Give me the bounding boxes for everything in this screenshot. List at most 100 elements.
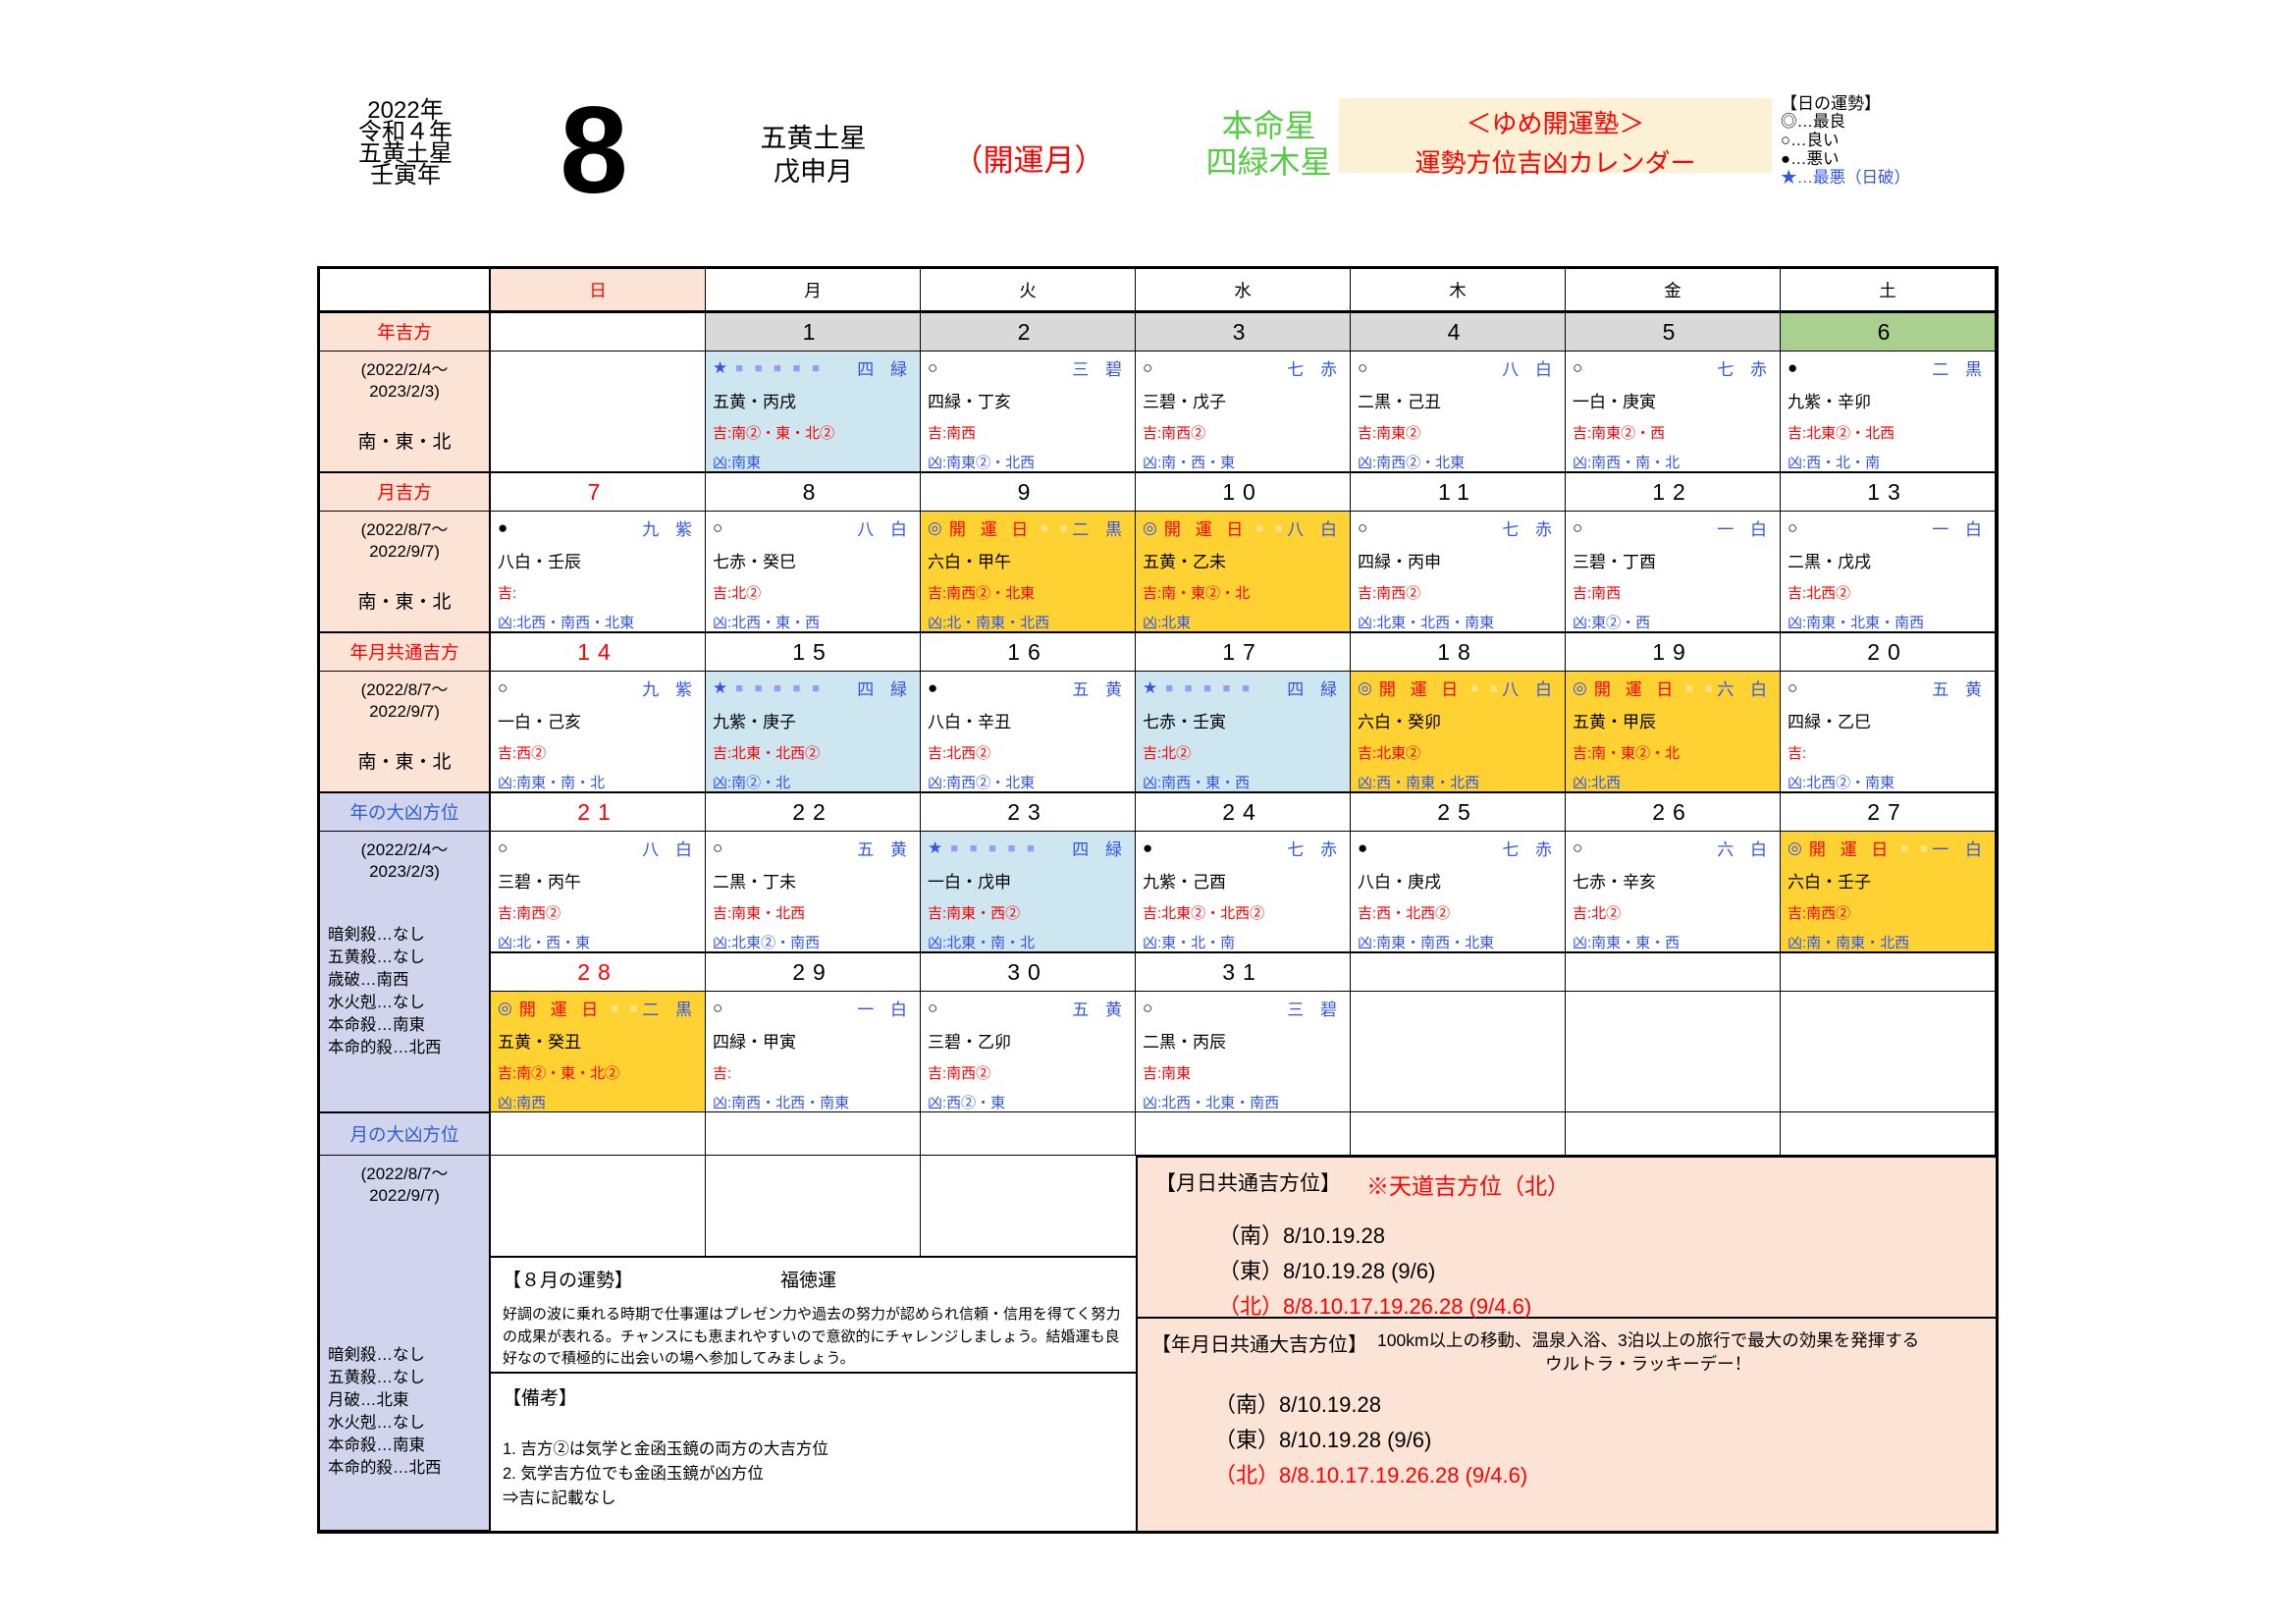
day-star-number: 六 白 — [1717, 680, 1773, 699]
monthly-fortune-body: 好調の波に乗れる時期で仕事運はプレゼン力や過去の努力が認められ信頼・信用を得てく… — [503, 1306, 1121, 1367]
day-header-line: ● 七 赤 — [1358, 835, 1558, 861]
day-star-kanshi: 二黒・丁未 — [713, 873, 796, 892]
day-rating-group: ◎ 開 運 日 ■ ■ — [498, 996, 642, 1020]
day-unlucky-directions: 凶:北西②・南東 — [1788, 775, 1896, 791]
weekday-header-7: 土 — [1781, 269, 1996, 312]
day-unlucky-directions: 凶:西・南東・北西 — [1358, 775, 1480, 791]
day-star-number: 八 白 — [1502, 680, 1558, 699]
day-lucky-directions: 吉:北東②・北西 — [1788, 425, 1896, 442]
empty-cell — [1566, 1112, 1781, 1156]
day-header-line: ★ ■ ■ ■ ■ ■ 四 緑 — [713, 675, 913, 701]
day-unlucky-directions: 凶:南東②・北西 — [928, 455, 1036, 471]
bottom-left-block: 【８月の運勢】 福徳運 好調の波に乗れる時期で仕事運はプレゼン力や過去の努力が認… — [491, 1156, 1136, 1531]
day-lucky-directions: 吉:北東②・北西② — [1143, 905, 1265, 922]
day-lucky-directions: 吉:南西② — [1358, 585, 1421, 602]
sidebar-unlucky-item: 暗剣殺…なし — [328, 926, 425, 944]
day-unlucky-directions: 凶:北東 — [1143, 615, 1192, 631]
lucky-direction-dates: （東）8/10.19.28 (9/6) — [1218, 1259, 1436, 1283]
day-unlucky-directions: 凶:南東・南西・北東 — [1358, 935, 1495, 951]
day-rating-group: ◎ 開 運 日 ■ ■ — [1573, 676, 1717, 700]
day-lucky-directions: 吉:南・東②・北 — [1143, 585, 1251, 602]
honmei-star: 四緑木星 — [1205, 144, 1332, 180]
empty-cell — [491, 1156, 706, 1256]
day-rating-group: ○ — [1143, 358, 1152, 378]
day-star-kanshi: 三碧・乙卯 — [928, 1033, 1011, 1052]
day-rating-worst-icon: ★ — [713, 357, 728, 377]
monthly-fortune-title: 【８月の運勢】 — [503, 1271, 634, 1291]
date-cell-empty — [491, 312, 706, 352]
day-rating-group: ★ ■ ■ ■ ■ ■ — [713, 678, 824, 698]
lucky-day-label: 開 運 日 — [1378, 680, 1464, 699]
sidebar-date-range: (2022/2/4～ — [360, 360, 449, 379]
empty-cell — [921, 1156, 1136, 1256]
day-star-number: 三 碧 — [1072, 360, 1128, 379]
day-unlucky-directions: 凶:北東・北西・南東 — [1358, 615, 1495, 631]
sidebar-unlucky-item: 歳破…南西 — [328, 971, 409, 989]
marker-squares: ■ ■ ■ ■ ■ — [950, 840, 1039, 855]
day-unlucky-directions: 凶:北・南東・北西 — [928, 615, 1050, 631]
day-rating-group: ○ — [713, 839, 722, 858]
day-star-kanshi: 三碧・丁酉 — [1573, 553, 1656, 571]
day-unlucky-directions: 凶:南東・東・西 — [1573, 935, 1681, 951]
day-cell-16: ● 五 黄八白・辛丑 吉:北西② 凶:南西②・北東 — [921, 672, 1136, 792]
day-star-kanshi: 八白・辛丑 — [928, 713, 1011, 731]
day-header-line: ○ 九 紫 — [498, 675, 698, 701]
day-lucky-directions: 吉:南・東②・北 — [1573, 745, 1681, 762]
day-rating-good-icon: ○ — [1573, 838, 1583, 857]
month-number: 8 — [560, 82, 628, 219]
day-cell-12: ○ 一 白三碧・丁酉 吉:南西 凶:東②・西 — [1566, 512, 1781, 632]
day-rating-group: ● — [1143, 839, 1152, 858]
day-header-line: ◎ 開 運 日 ■ ■ 八 白 — [1358, 675, 1558, 701]
year-line: 壬寅年 — [370, 162, 441, 189]
day-cell-9: ◎ 開 運 日 ■ ■ 二 黒六白・甲午 吉:南西②・北東 凶:北・南東・北西 — [921, 512, 1136, 632]
sidebar-date-range: 2022/9/7) — [369, 1186, 440, 1205]
date-cell-8: 8 — [706, 472, 921, 512]
date-cell-9: 9 — [921, 472, 1136, 512]
day-lucky-directions: 吉:南西② — [498, 905, 561, 922]
day-rating-good-icon: ○ — [1788, 517, 1798, 537]
sidebar-unlucky-item: 五黄殺…なし — [328, 1369, 425, 1386]
lucky-day-label: 開 運 日 — [518, 1001, 604, 1019]
calendar-table: 【８月の運勢】 福徳運 好調の波に乗れる時期で仕事運はプレゼン力や過去の努力が認… — [317, 266, 1999, 1534]
day-rating-group: ○ — [1573, 518, 1582, 538]
day-rating-good-icon: ○ — [1788, 677, 1798, 697]
sidebar-date-range: 2022/9/7) — [369, 702, 440, 721]
day-star-kanshi: 一白・己亥 — [498, 713, 581, 731]
legend-title: 【日の運勢】 — [1781, 94, 1881, 113]
day-star-number: 七 赤 — [1717, 360, 1773, 379]
day-cell-3: ○ 七 赤三碧・戊子 吉:南西② 凶:南・西・東 — [1136, 352, 1351, 472]
day-rating-worst-icon: ★ — [1143, 677, 1158, 697]
day-header-line: ◎ 開 運 日 ■ ■ 八 白 — [1143, 514, 1343, 541]
marker-squares: ■ ■ ■ ■ ■ — [1165, 680, 1254, 695]
day-star-kanshi: 九紫・己酉 — [1143, 873, 1226, 892]
monthly-fortune-subtitle: 福徳運 — [780, 1271, 837, 1291]
day-unlucky-directions: 凶:南西・北西・南東 — [713, 1095, 850, 1111]
lucky-direction-dates: （北）8/8.10.17.19.26.28 (9/4.6) — [1218, 1294, 1532, 1319]
day-star-kanshi: 四緑・乙巳 — [1788, 713, 1871, 731]
date-cell-23: 23 — [921, 792, 1136, 832]
day-rating-group: ○ — [713, 518, 722, 538]
sidebar-date-range: 2023/2/3) — [369, 382, 440, 401]
day-rating-group: ● — [928, 678, 937, 698]
date-cell-empty — [1566, 952, 1781, 992]
day-rating-best-icon: ◎ — [1143, 517, 1157, 537]
day-lucky-directions: 吉:南西 — [1573, 585, 1622, 602]
day-header-line: ★ ■ ■ ■ ■ ■ 四 緑 — [1143, 675, 1343, 701]
sidebar-date-range: (2022/8/7～ — [360, 680, 449, 699]
day-cell-26: ○ 六 白七赤・辛亥 吉:北② 凶:南東・東・西 — [1566, 832, 1781, 952]
legend-item: ○…良い — [1781, 132, 1840, 149]
day-star-kanshi: 一白・庚寅 — [1573, 393, 1656, 411]
day-lucky-directions: 吉:南西② — [1788, 905, 1851, 922]
day-star-number: 二 黒 — [1072, 520, 1128, 539]
day-unlucky-directions: 凶:東・北・南 — [1143, 935, 1236, 951]
year-month-day-common-title: 【年月日共通大吉方位】 — [1151, 1334, 1367, 1356]
date-cell-1: 1 — [706, 312, 921, 352]
day-star-number: 八 白 — [1287, 520, 1343, 539]
day-rating-best-icon: ◎ — [928, 517, 942, 537]
day-rating-good-icon: ○ — [498, 677, 508, 697]
day-rating-group: ○ — [498, 839, 507, 858]
sidebar-unlucky-item: 暗剣殺…なし — [328, 1346, 425, 1364]
day-header-line: ○ 八 白 — [498, 835, 698, 861]
day-rating-group: ○ — [1358, 518, 1367, 538]
day-star-number: 二 黒 — [1932, 360, 1988, 379]
